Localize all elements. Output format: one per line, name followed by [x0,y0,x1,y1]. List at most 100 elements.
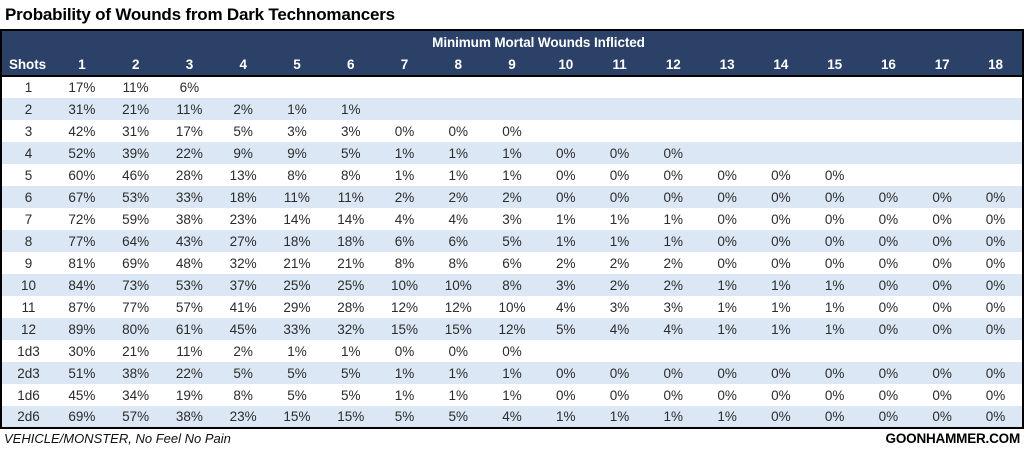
wound-column-header: 9 [485,53,539,77]
probability-cell: 1% [609,233,630,249]
probability-cell: 0% [824,189,845,205]
probability-cell [861,164,915,186]
probability-cell: 61% [175,321,203,337]
shots-row-label: 10 [20,277,37,293]
wound-column-header: 8 [431,53,486,77]
probability-cell: 22% [175,145,203,161]
probability-cell: 9% [233,145,253,161]
probability-cell: 57% [122,409,150,424]
footer: VEHICLE/MONSTER, No Feel No Pain GOONHAM… [0,429,1024,448]
probability-cell: 11% [176,101,203,117]
probability-cell: 0% [448,343,468,359]
probability-cell: 12% [444,299,472,315]
probability-cell: 0% [556,167,576,183]
probability-cell: 1% [394,145,415,161]
probability-cell: 59% [122,211,150,227]
probability-cell: 0% [448,123,468,139]
probability-cell: 0% [502,343,522,359]
probability-cell: 0% [878,277,899,293]
probability-cell [593,120,647,142]
probability-cell [915,340,969,362]
probability-cell [539,76,593,98]
probability-cell: 1% [502,365,522,381]
probability-cell: 0% [717,211,737,227]
probability-cell: 8% [340,167,361,183]
probability-cell: 0% [502,123,522,139]
probability-cell: 1% [717,409,737,424]
probability-cell: 0% [771,365,791,381]
site-credit: GOONHAMMER.COM [885,431,1021,446]
probability-cell: 0% [556,387,576,403]
probability-cell: 2% [663,255,684,271]
probability-cell: 9% [287,145,307,161]
probability-cell: 0% [932,321,952,337]
probability-cell: 1% [771,277,791,293]
probability-cell: 0% [663,189,684,205]
probability-cell: 11% [176,343,203,359]
probability-cell: 8% [233,387,253,403]
probability-cell: 0% [771,233,791,249]
probability-cell: 14% [283,211,311,227]
probability-cell [485,76,539,98]
wound-column-header: 10 [538,53,593,77]
probability-cell: 8% [502,277,522,293]
table-row: 9 81% 69% 48% 32% 21% 21% 8% 8% 6% 2% 2% 2% 0% 0% 0% 0% 0… [1,252,1023,274]
wound-column-header: 5 [270,53,324,77]
probability-cell: 0% [985,277,1006,293]
probability-cell: 30% [68,343,96,359]
probability-cell: 29% [283,299,311,315]
probability-cell: 51% [68,365,96,381]
probability-cell: 43% [175,233,203,249]
wound-column-header: 15 [807,53,862,77]
probability-cell: 3% [609,299,630,315]
probability-cell: 0% [771,189,791,205]
probability-cell: 1% [771,321,791,337]
probability-cell: 11% [337,189,364,205]
probability-cell: 5% [233,123,253,139]
shots-row-label: 1d3 [17,343,40,359]
probability-cell: 31% [68,101,96,117]
group-header-label: Minimum Mortal Wounds Inflicted [55,30,1023,53]
probability-cell: 38% [175,211,203,227]
wound-column-header: 11 [592,53,647,77]
probability-cell [700,142,754,164]
shots-row-label: 2 [24,101,33,117]
probability-cell: 25% [337,277,365,293]
probability-cell: 37% [229,277,257,293]
probability-cell: 3% [340,123,361,139]
table-row: 11 87% 77% 57% 41% 29% 28% 12% 12% 10% 4% 3% 3% 1% 1% 1… [1,296,1023,318]
probability-cell: 69% [68,409,96,424]
probability-cell: 32% [229,255,257,271]
probability-cell: 5% [287,387,307,403]
shots-row-label: 12 [20,321,37,337]
probability-cell: 64% [122,233,150,249]
probability-cell: 1% [340,343,361,359]
probability-cell [593,98,647,120]
probability-cell: 0% [878,387,899,403]
shots-row-label: 3 [24,123,33,139]
probability-cell: 1% [448,145,468,161]
probability-cell: 0% [932,255,952,271]
probability-cell: 2% [394,189,415,205]
probability-cell: 38% [122,365,150,381]
probability-cell: 0% [824,211,845,227]
probability-cell: 0% [985,255,1006,271]
probability-cell: 2% [233,101,253,117]
probability-cell [646,76,700,98]
probability-cell [324,76,378,98]
probability-cell: 0% [985,387,1006,403]
probability-cell: 12% [498,321,526,337]
probability-cell: 2% [233,343,253,359]
probability-cell: 33% [283,321,311,337]
probability-cell: 27% [229,233,257,249]
probability-cell [539,98,593,120]
probability-cell: 2% [502,189,522,205]
probability-cell [646,120,700,142]
probability-cell: 0% [985,233,1006,249]
probability-cell [431,98,485,120]
probability-cell [969,120,1023,142]
table-row: 2d6 69% 57% 38% 23% 15% 15% 5% 5% 4% 1% 1% 1% 1% 0% 0% 0… [1,406,1023,428]
probability-cell: 38% [175,409,203,424]
group-header-row: Minimum Mortal Wounds Inflicted [1,30,1023,53]
probability-cell [593,76,647,98]
